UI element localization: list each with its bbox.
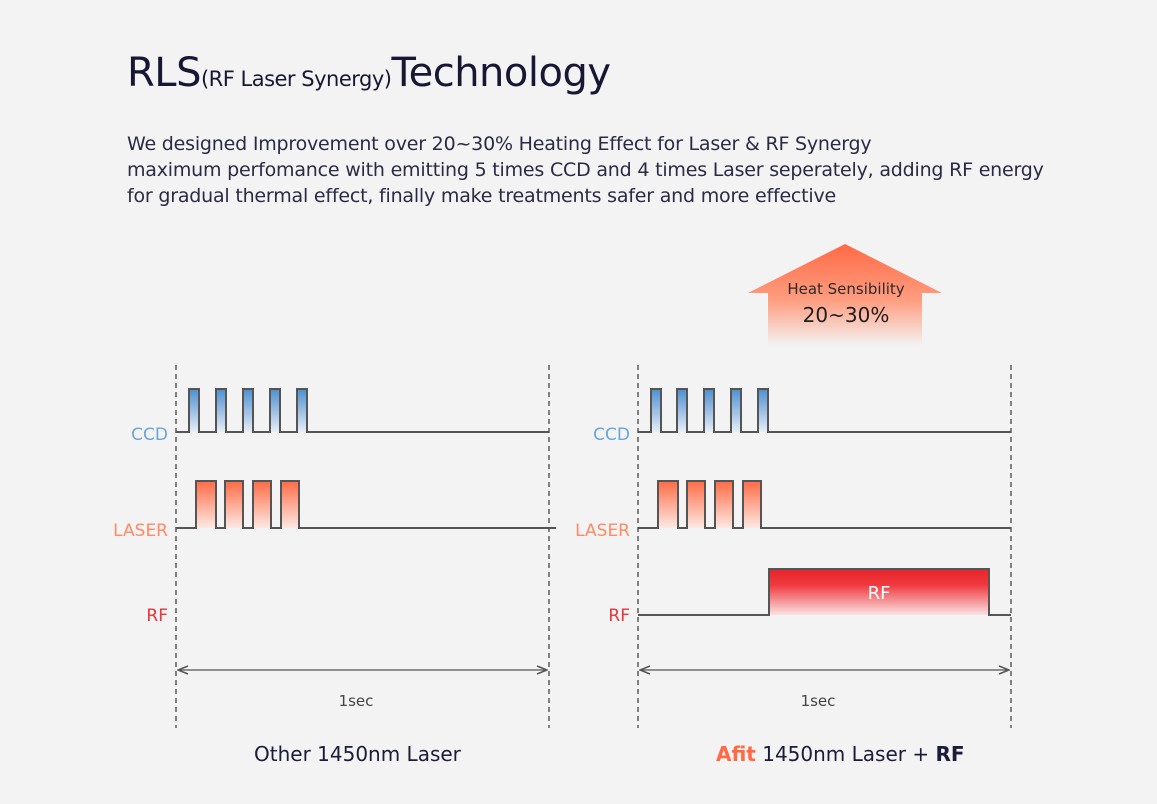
right-laser-pulses	[658, 481, 761, 528]
title-subtitle: (RF Laser Synergy)	[200, 67, 392, 91]
title-main: RLS	[127, 50, 201, 96]
left-duration-label: 1sec	[339, 692, 374, 710]
page-title: RLS(RF Laser Synergy)Technology	[127, 50, 611, 96]
right-laser-label: LASER	[575, 521, 630, 541]
panel-right: CCD LASER RF RF 1sec	[575, 365, 1012, 728]
arrow-label-line2: 20~30%	[803, 303, 890, 327]
description-line-3: for gradual thermal effect, finally make…	[127, 185, 837, 207]
description-line-1: We designed Improvement over 20~30% Heat…	[127, 133, 872, 155]
panel-left: CCD LASER RF 1sec	[113, 365, 556, 728]
left-laser-wave	[176, 480, 556, 529]
right-laser-wave	[638, 480, 1011, 529]
left-rf-label: RF	[146, 606, 168, 626]
left-ccd-pulses	[189, 389, 307, 432]
description-line-2: maximum perfomance with emitting 5 times…	[127, 159, 1044, 181]
heat-sensibility-arrow: Heat Sensibility 20~30%	[748, 244, 942, 346]
caption-brand: Afit	[716, 742, 756, 766]
right-ccd-pulses	[651, 389, 768, 432]
left-laser-pulses	[196, 481, 299, 528]
arrow-label-line1: Heat Sensibility	[787, 280, 904, 298]
right-duration-label: 1sec	[801, 692, 836, 710]
left-ccd-wave	[176, 388, 549, 433]
rf-pulse-label: RF	[868, 583, 891, 604]
right-rf-label: RF	[608, 606, 630, 626]
caption-left: Other 1450nm Laser	[254, 742, 461, 766]
caption-right: Afit 1450nm Laser + RF	[716, 742, 965, 766]
left-ccd-label: CCD	[131, 425, 168, 445]
description: We designed Improvement over 20~30% Heat…	[127, 131, 1044, 209]
rf-pulse	[769, 569, 989, 615]
left-laser-label: LASER	[113, 521, 168, 541]
title-end: Technology	[391, 50, 611, 96]
caption-middle: 1450nm Laser +	[755, 742, 936, 766]
right-ccd-label: CCD	[593, 425, 630, 445]
right-ccd-wave	[638, 388, 1011, 433]
right-rf-wave	[638, 568, 1011, 616]
caption-rf: RF	[935, 742, 965, 766]
